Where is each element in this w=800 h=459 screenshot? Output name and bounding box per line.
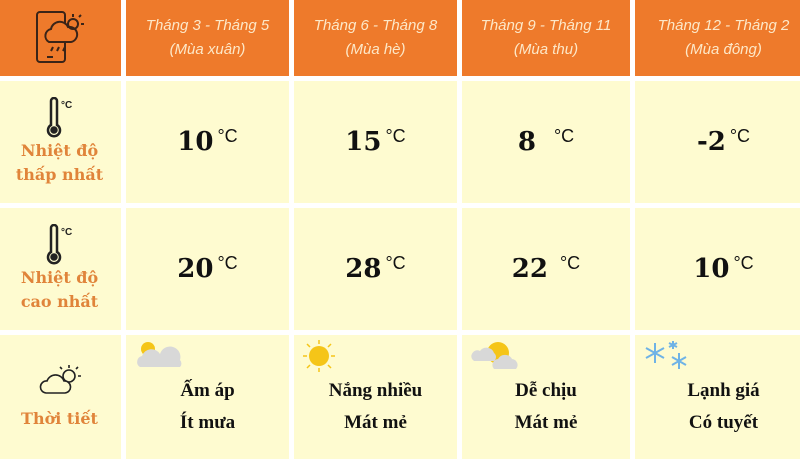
- header-icon-cell: [0, 0, 121, 76]
- weather-line: Có tuyết: [688, 412, 759, 433]
- svg-text:°C: °C: [61, 100, 72, 111]
- season-header: Tháng 9 - Tháng 11 (Mùa thu): [462, 0, 630, 76]
- temp-unit: °C: [385, 252, 406, 273]
- temp-unit: °C: [553, 125, 575, 146]
- max-temp-cell: 22 °C: [462, 208, 630, 330]
- min-temp-cell: 15 °C: [294, 81, 457, 203]
- season-header: Tháng 6 - Tháng 8 (Mùa hè): [294, 0, 457, 76]
- season-months: Tháng 6 - Tháng 8: [313, 17, 438, 34]
- temp-value: -2: [696, 127, 726, 157]
- temp-unit: °C: [385, 125, 406, 146]
- weather-cell: Ấm áp Ít mưa: [126, 335, 289, 459]
- min-temp-cell: -2 °C: [635, 81, 800, 203]
- phone-weather-icon: [35, 11, 84, 63]
- weather-label: Thời tiết: [0, 335, 121, 459]
- temp-value: 8: [517, 127, 536, 157]
- min-temp-cell: 8 °C: [462, 81, 630, 203]
- label-line: Nhiệt độ: [20, 268, 99, 287]
- sun-icon: [303, 340, 335, 372]
- thermometer-icon: °C: [46, 224, 72, 265]
- weather-line: Ấm áp: [180, 380, 235, 401]
- weather-cell: Nắng nhiều Mát mẻ: [294, 335, 457, 459]
- snowflake-icon: [645, 341, 687, 369]
- weather-cell: Lạnh giá Có tuyết: [635, 335, 800, 459]
- season-name: (Mùa thu): [513, 41, 579, 58]
- max-temp-cell: 20 °C: [126, 208, 289, 330]
- temp-value: 28: [345, 254, 382, 284]
- weather-line: Lạnh giá: [687, 380, 760, 401]
- season-name: (Mùa xuân): [169, 41, 246, 58]
- temp-unit: °C: [733, 252, 754, 273]
- temp-value: 20: [177, 254, 214, 284]
- label-line: Nhiệt độ: [20, 141, 99, 160]
- season-months: Tháng 3 - Tháng 5: [145, 17, 270, 34]
- min-temp-label: °C Nhiệt độ thấp nhất: [0, 81, 121, 203]
- label-line: thấp nhất: [15, 165, 104, 184]
- temp-value: 10: [693, 254, 730, 284]
- max-temp-cell: 28 °C: [294, 208, 457, 330]
- weather-line: Mát mẻ: [344, 412, 407, 433]
- cloud-sun-outline-icon: [39, 365, 81, 394]
- season-months: Tháng 12 - Tháng 2: [657, 17, 790, 34]
- season-header: Tháng 12 - Tháng 2 (Mùa đông): [635, 0, 800, 76]
- weather-line: Dễ chịu: [515, 380, 577, 401]
- cloud-sun-icon: [471, 342, 518, 369]
- temp-value: 10: [177, 127, 214, 157]
- temp-value: 22: [511, 254, 548, 284]
- season-months: Tháng 9 - Tháng 11: [480, 17, 612, 34]
- weather-cell: Dễ chịu Mát mẻ: [462, 335, 630, 459]
- max-temp-cell: 10 °C: [635, 208, 800, 330]
- min-temp-cell: 10 °C: [126, 81, 289, 203]
- season-name: (Mùa hè): [345, 41, 406, 58]
- season-header: Tháng 3 - Tháng 5 (Mùa xuân): [126, 0, 289, 76]
- weather-line: Mát mẻ: [514, 412, 578, 433]
- sun-cloud-icon: [137, 342, 182, 367]
- temp-unit: °C: [217, 125, 238, 146]
- svg-text:°C: °C: [61, 227, 72, 238]
- temp-unit: °C: [729, 125, 751, 146]
- weather-line: Ít mưa: [179, 412, 236, 433]
- temp-value: 15: [345, 127, 382, 157]
- thermometer-icon: °C: [46, 97, 72, 138]
- label-line: Thời tiết: [21, 409, 98, 428]
- temp-unit: °C: [217, 252, 238, 273]
- season-name: (Mùa đông): [685, 41, 762, 58]
- max-temp-label: °C Nhiệt độ cao nhất: [0, 208, 121, 330]
- temp-unit: °C: [559, 252, 581, 273]
- weather-line: Nắng nhiều: [328, 380, 423, 401]
- label-line: cao nhất: [20, 292, 99, 311]
